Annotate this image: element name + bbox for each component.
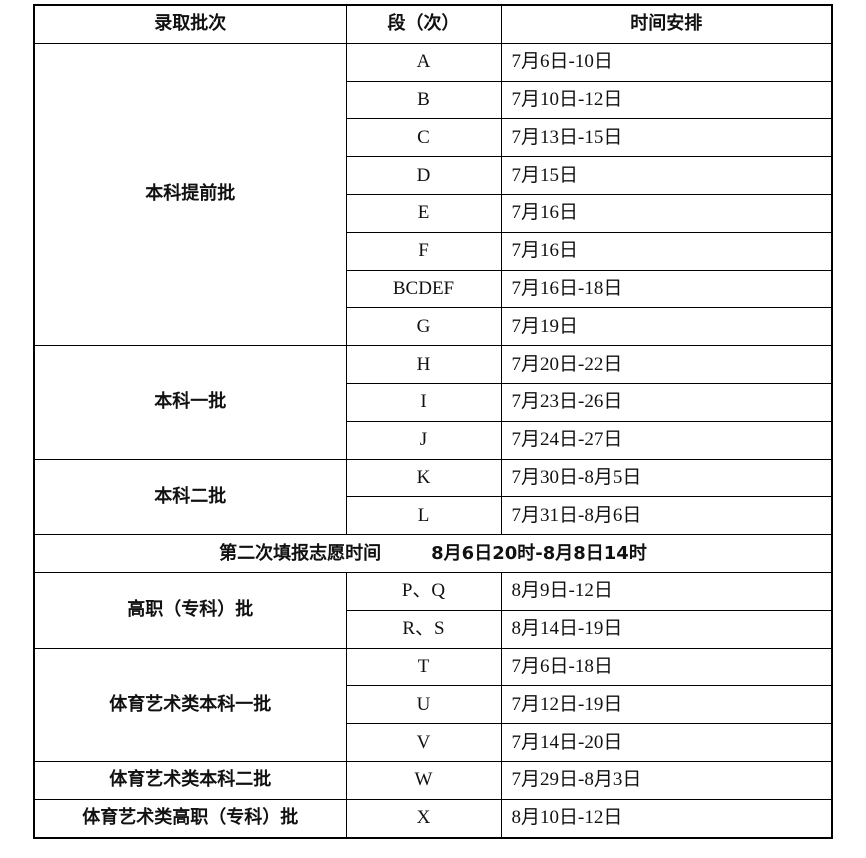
segment-cell: H: [345, 345, 502, 384]
batch-cell: 高职（专科）批: [33, 571, 347, 649]
batch-cell: 体育艺术类高职（专科）批: [33, 798, 347, 839]
segment-cell: R、S: [345, 609, 502, 649]
batch-cell: 体育艺术类本科一批: [33, 647, 347, 762]
segment-cell: B: [345, 80, 502, 120]
batch-cell: 本科一批: [33, 345, 347, 460]
header-time: 时间安排: [500, 4, 833, 44]
table-row: 体育艺术类本科一批 T 7月6日-18日: [33, 647, 833, 762]
time-cell: 7月29日-8月3日: [500, 760, 833, 800]
table-row: 本科一批 H 7月20日-22日: [33, 345, 833, 460]
segment-cell: D: [345, 156, 502, 195]
segment-cell: P、Q: [345, 571, 502, 611]
time-cell: 8月10日-12日: [500, 798, 833, 839]
segment-cell: E: [345, 193, 502, 233]
segment-cell: L: [345, 496, 502, 536]
segment-cell: K: [345, 458, 502, 498]
time-cell: 7月31日-8月6日: [500, 496, 833, 536]
segment-cell: G: [345, 307, 502, 347]
time-cell: 8月9日-12日: [500, 571, 833, 611]
segment-cell: X: [345, 798, 502, 839]
table-body: 本科提前批 A 7月6日-10日 B 7月10日-12日 C 7月13日-15日 D 7月15日…: [33, 42, 833, 839]
second-application-row: 第二次填报志愿时间 8月6日20时-8月8日14时: [33, 534, 833, 573]
table-row: L 7月31日-8月6日: [34, 496, 833, 536]
second-application-time: 8月6日20时-8月8日14时: [431, 542, 647, 564]
time-cell: 7月19日: [500, 307, 833, 347]
segment-cell: U: [345, 685, 502, 725]
header-row: 录取批次 段（次） 时间安排: [33, 4, 833, 44]
time-cell: 8月14日-19日: [500, 609, 833, 649]
table-row: 本科提前批 A 7月6日-10日: [33, 42, 833, 347]
segment-cell: C: [345, 118, 502, 158]
table-row: 本科二批 K 7月30日-8月5日: [33, 458, 833, 536]
time-cell: 7月20日-22日: [500, 345, 833, 384]
time-cell: 7月23日-26日: [500, 382, 833, 422]
table-row: F 7月16日: [34, 231, 833, 271]
table-row: 体育艺术类本科二批 W 7月29日-8月3日: [33, 760, 833, 800]
table-row: R、S 8月14日-19日: [34, 609, 833, 649]
segment-cell: F: [345, 231, 502, 271]
table-row: C 7月13日-15日: [34, 118, 833, 158]
table-row: 体育艺术类高职（专科）批 X 8月10日-12日: [33, 798, 833, 839]
batch-cell: 本科二批: [33, 458, 347, 536]
table-row: V 7月14日-20日: [34, 723, 833, 762]
segment-cell: V: [345, 723, 502, 762]
segment-cell: BCDEF: [345, 269, 502, 309]
second-application-cell: 第二次填报志愿时间 8月6日20时-8月8日14时: [33, 534, 833, 573]
time-cell: 7月30日-8月5日: [500, 458, 833, 498]
time-cell: 7月24日-27日: [500, 420, 833, 460]
header-segment: 段（次）: [345, 4, 502, 44]
segment-cell: J: [345, 420, 502, 460]
time-cell: 7月13日-15日: [500, 118, 833, 158]
time-cell: 7月6日-18日: [500, 647, 833, 687]
time-cell: 7月15日: [500, 156, 833, 195]
table-row: BCDEF 7月16日-18日: [34, 269, 833, 309]
batch-cell: 本科提前批: [33, 42, 347, 347]
header-batch: 录取批次: [33, 4, 347, 44]
table-row: J 7月24日-27日: [34, 420, 833, 460]
segment-cell: W: [345, 760, 502, 800]
time-cell: 7月6日-10日: [500, 42, 833, 82]
time-cell: 7月16日: [500, 193, 833, 233]
time-cell: 7月16日-18日: [500, 269, 833, 309]
segment-cell: I: [345, 382, 502, 422]
time-cell: 7月10日-12日: [500, 80, 833, 120]
batch-cell: 体育艺术类本科二批: [33, 760, 347, 800]
segment-cell: A: [345, 42, 502, 82]
second-application-label: 第二次填报志愿时间: [219, 542, 382, 564]
table-row: 高职（专科）批 P、Q 8月9日-12日: [33, 571, 833, 649]
segment-cell: T: [345, 647, 502, 687]
time-cell: 7月14日-20日: [500, 723, 833, 762]
table-row: I 7月23日-26日: [34, 382, 833, 422]
table-row: D 7月15日: [34, 156, 833, 195]
table-row: U 7月12日-19日: [34, 685, 833, 725]
time-cell: 7月12日-19日: [500, 685, 833, 725]
time-cell: 7月16日: [500, 231, 833, 271]
table-row: E 7月16日: [34, 193, 833, 233]
admission-schedule-table: 录取批次 段（次） 时间安排 本科提前批 A 7月6日-10日 B 7月10日-12日 C…: [33, 4, 833, 839]
table-row: B 7月10日-12日: [34, 80, 833, 120]
